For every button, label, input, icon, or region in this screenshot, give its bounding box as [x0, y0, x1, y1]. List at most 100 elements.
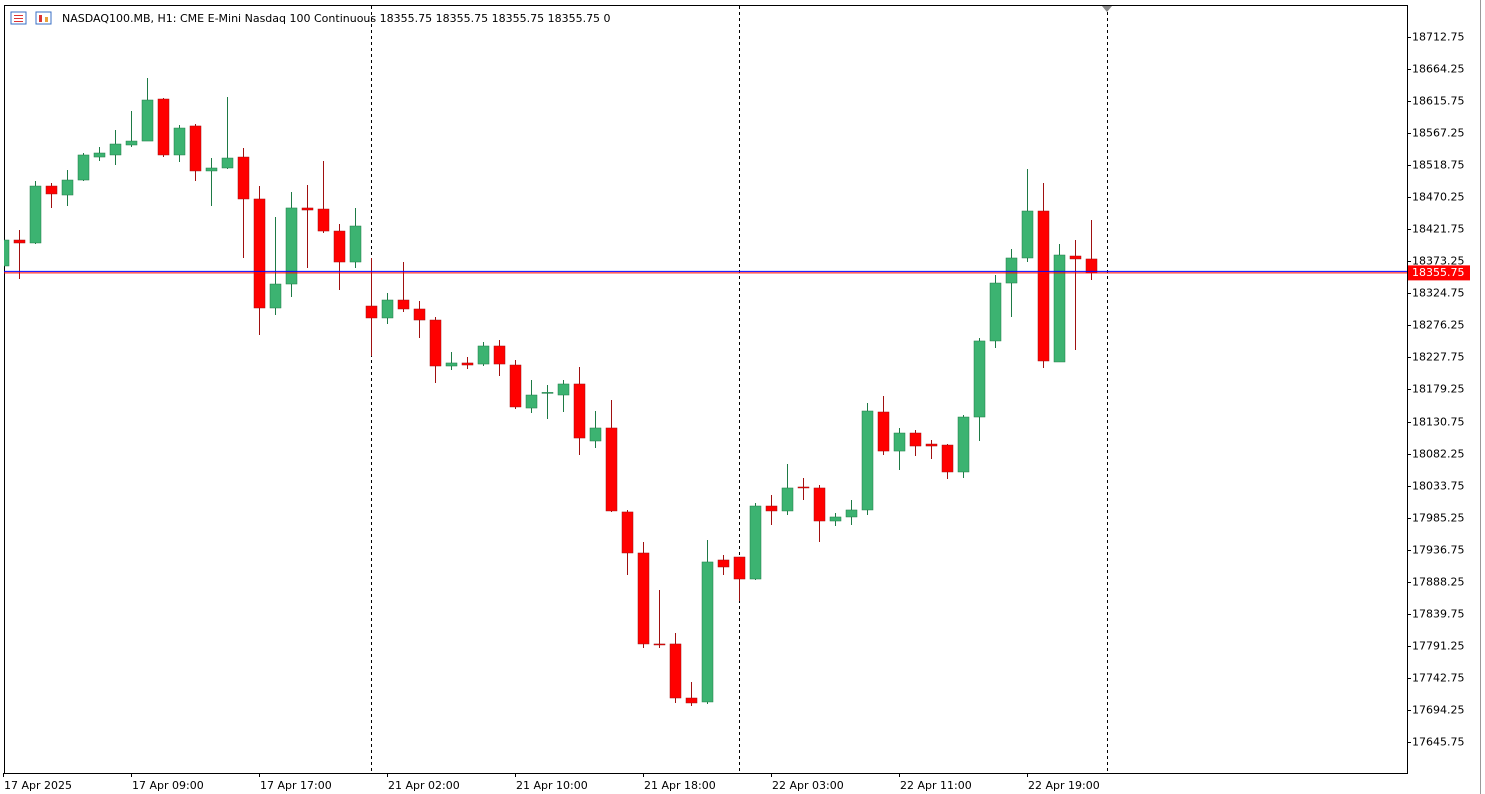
y-tick-label: 18421.75: [1412, 223, 1465, 236]
toolbar-icons: [10, 11, 52, 25]
candle-body: [269, 283, 282, 309]
icon: [39, 15, 42, 22]
candle-body: [4, 239, 10, 267]
candle-body: [717, 559, 730, 568]
candle-body: [893, 432, 906, 452]
candle-body: [909, 432, 922, 447]
candle-body: [941, 444, 954, 473]
candle-body: [861, 410, 874, 511]
shift-marker: [1102, 6, 1112, 12]
chart-title: NASDAQ100.MB, H1: CME E-Mini Nasdaq 100 …: [62, 12, 611, 25]
x-tick-label: 22 Apr 19:00: [1028, 779, 1100, 792]
candle-body: [589, 427, 602, 442]
candle-body: [205, 167, 218, 172]
candle-body: [173, 127, 186, 156]
candle-body: [285, 207, 298, 285]
candle-body: [829, 516, 842, 522]
candle-body: [973, 340, 986, 418]
candle-body: [125, 140, 138, 146]
x-tick-label: 17 Apr 09:00: [132, 779, 204, 792]
y-tick-label: 18712.75: [1412, 31, 1465, 44]
candle-body: [45, 185, 58, 195]
candle-body: [1037, 210, 1050, 362]
candle-body: [1005, 257, 1018, 284]
candle-body: [13, 239, 26, 244]
x-tick-label: 17 Apr 2025: [4, 779, 72, 792]
candle-body: [573, 383, 586, 439]
candle-body: [1085, 258, 1098, 274]
y-tick-label: 18276.25: [1412, 319, 1465, 332]
candle-body: [1053, 254, 1066, 363]
candle-body: [509, 364, 522, 408]
candle-body: [669, 643, 682, 699]
y-tick-label: 18082.25: [1412, 448, 1465, 461]
candle-body: [109, 143, 122, 156]
candle-body: [381, 299, 394, 319]
y-tick-label: 18470.25: [1412, 191, 1465, 204]
candle-body: [845, 509, 858, 518]
x-tick-label: 22 Apr 11:00: [900, 779, 972, 792]
x-tick-label: 21 Apr 18:00: [644, 779, 716, 792]
y-tick-label: 18664.25: [1412, 63, 1465, 76]
candle-body: [493, 345, 506, 365]
y-tick-label: 18033.75: [1412, 480, 1465, 493]
candle-body: [61, 179, 74, 196]
candle-body: [365, 305, 378, 319]
candle-body: [1069, 255, 1082, 260]
candle-body: [157, 98, 170, 156]
candle-body: [557, 383, 570, 396]
candle-body: [525, 394, 538, 409]
candle-body: [685, 697, 698, 704]
candle-body: [765, 505, 778, 512]
x-tick-label: 22 Apr 03:00: [772, 779, 844, 792]
candle-body: [1021, 210, 1034, 259]
y-tick-label: 17742.75: [1412, 672, 1465, 685]
candle-body: [781, 487, 794, 512]
y-tick-label: 18179.25: [1412, 383, 1465, 396]
x-tick-label: 21 Apr 02:00: [388, 779, 460, 792]
candle-body: [317, 208, 330, 232]
candle-body: [877, 411, 890, 452]
candle-body: [29, 185, 42, 244]
candle-body: [77, 154, 90, 181]
price-label: 18355.75: [1412, 266, 1465, 279]
y-tick-label: 18373.25: [1412, 255, 1465, 268]
x-tick-label: 21 Apr 10:00: [516, 779, 588, 792]
candles: [4, 78, 1098, 707]
candle-body: [461, 362, 474, 366]
y-tick-label: 18567.25: [1412, 127, 1465, 140]
candle-body: [93, 152, 106, 158]
y-tick-label: 17839.75: [1412, 608, 1465, 621]
candle-body: [301, 207, 314, 211]
icon: [45, 17, 48, 22]
candle-body: [989, 282, 1002, 342]
candle-body: [253, 198, 266, 309]
candle-body: [701, 561, 714, 703]
candle-body: [141, 99, 154, 142]
candle-body: [653, 643, 666, 646]
y-tick-label: 18227.75: [1412, 351, 1465, 364]
separators: [371, 6, 1108, 773]
candle-body: [349, 225, 362, 263]
candle-body: [189, 125, 202, 172]
candle-body: [477, 345, 490, 365]
candle-body: [541, 392, 554, 394]
candle-body: [333, 230, 346, 263]
candle-body: [413, 308, 426, 321]
candle-body: [429, 319, 442, 367]
candle-body: [237, 156, 250, 200]
candle-body: [749, 505, 762, 580]
candle-body: [637, 552, 650, 645]
y-tick-label: 17645.75: [1412, 736, 1465, 749]
candle-body: [221, 157, 234, 169]
y-tick-label: 18130.75: [1412, 416, 1465, 429]
y-tick-label: 17985.25: [1412, 512, 1465, 525]
y-tick-label: 17888.25: [1412, 576, 1465, 589]
price-label-box: [1408, 265, 1470, 281]
candle-body: [925, 443, 938, 447]
y-tick-label: 17936.75: [1412, 544, 1465, 557]
candle-body: [445, 362, 458, 367]
y-tick-label: 18324.75: [1412, 287, 1465, 300]
